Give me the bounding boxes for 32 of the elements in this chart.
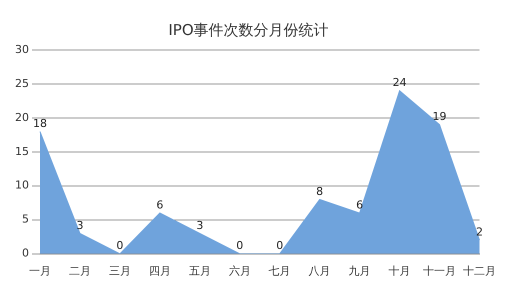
x-tick-label: 三月 bbox=[108, 264, 131, 278]
x-tick-label: 一月 bbox=[28, 264, 51, 278]
x-tick-label: 七月 bbox=[268, 264, 291, 278]
y-tick-label: 25 bbox=[14, 76, 29, 90]
data-label: 8 bbox=[316, 184, 324, 198]
data-label: 18 bbox=[32, 116, 47, 130]
data-label: 2 bbox=[476, 226, 483, 239]
x-tick-label: 四月 bbox=[148, 264, 171, 278]
data-label: 3 bbox=[196, 218, 204, 232]
y-tick-label: 0 bbox=[22, 246, 29, 260]
data-label: 24 bbox=[392, 76, 407, 90]
x-tick-label: 十月 bbox=[388, 264, 411, 278]
data-label: 3 bbox=[76, 218, 84, 232]
x-tick-label: 六月 bbox=[228, 264, 251, 278]
data-label: 0 bbox=[236, 239, 244, 252]
data-label: 0 bbox=[116, 239, 124, 252]
x-tick-label: 八月 bbox=[308, 264, 331, 278]
x-tick-label: 九月 bbox=[348, 264, 371, 278]
y-tick-label: 30 bbox=[14, 42, 29, 56]
y-tick-label: 20 bbox=[14, 110, 29, 124]
x-tick-label: 二月 bbox=[68, 264, 91, 278]
x-tick-label: 十一月 bbox=[423, 264, 456, 278]
y-tick-label: 5 bbox=[22, 212, 29, 226]
data-label: 0 bbox=[276, 239, 284, 252]
data-label: 19 bbox=[432, 110, 447, 124]
x-tick-label: 十二月 bbox=[463, 264, 496, 278]
data-label: 6 bbox=[356, 198, 364, 212]
data-label: 6 bbox=[156, 198, 164, 212]
chart-title: IPO事件次数分月份统计 bbox=[168, 20, 329, 39]
y-tick-label: 10 bbox=[14, 178, 29, 192]
x-tick-label: 五月 bbox=[188, 264, 211, 278]
y-tick-label: 15 bbox=[14, 144, 29, 158]
